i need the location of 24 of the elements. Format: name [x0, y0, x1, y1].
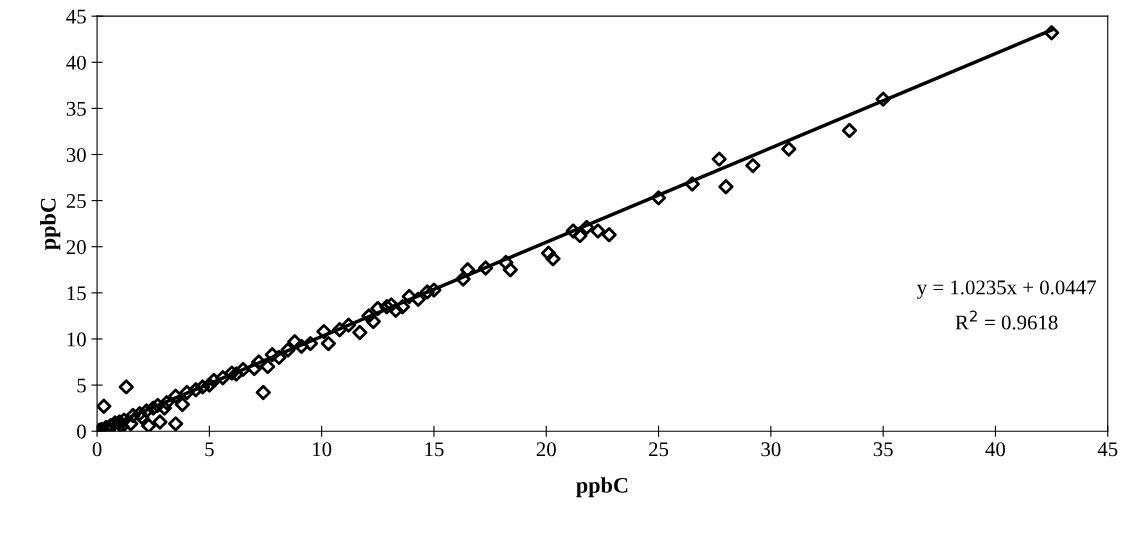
x-tick-label: 20 — [536, 442, 556, 457]
x-tick-label: 25 — [649, 442, 669, 457]
y-tick-label: 30 — [66, 147, 86, 162]
x-tick-label: 15 — [425, 442, 444, 457]
y-tick-label: 5 — [77, 378, 86, 393]
x-tick-label: 10 — [313, 442, 332, 457]
y-tick-label: 25 — [66, 194, 86, 209]
x-tick-label: 45 — [1097, 442, 1118, 457]
x-tick-label: 35 — [873, 442, 893, 457]
y-axis-title: ppbC — [40, 198, 61, 250]
annotation: R$^{2}$ = 0.9618 — [955, 310, 1058, 330]
x-tick-label: 0 — [92, 442, 102, 457]
y-tick-label: 20 — [66, 240, 86, 255]
x-tick-label: 30 — [761, 442, 781, 457]
y-tick-label: 35 — [66, 101, 86, 116]
y-tick-label: 15 — [67, 286, 86, 301]
y-tick-label: 40 — [66, 55, 86, 70]
annotation: y = 1.0235x + 0.0447 — [917, 280, 1096, 299]
y-tick-label: 0 — [77, 424, 86, 439]
x-axis-title: ppbC — [576, 477, 628, 498]
y-tick-label: 10 — [67, 332, 86, 347]
x-tick-label: 5 — [205, 442, 214, 457]
y-tick-label: 45 — [66, 9, 86, 24]
x-tick-label: 40 — [985, 442, 1006, 457]
